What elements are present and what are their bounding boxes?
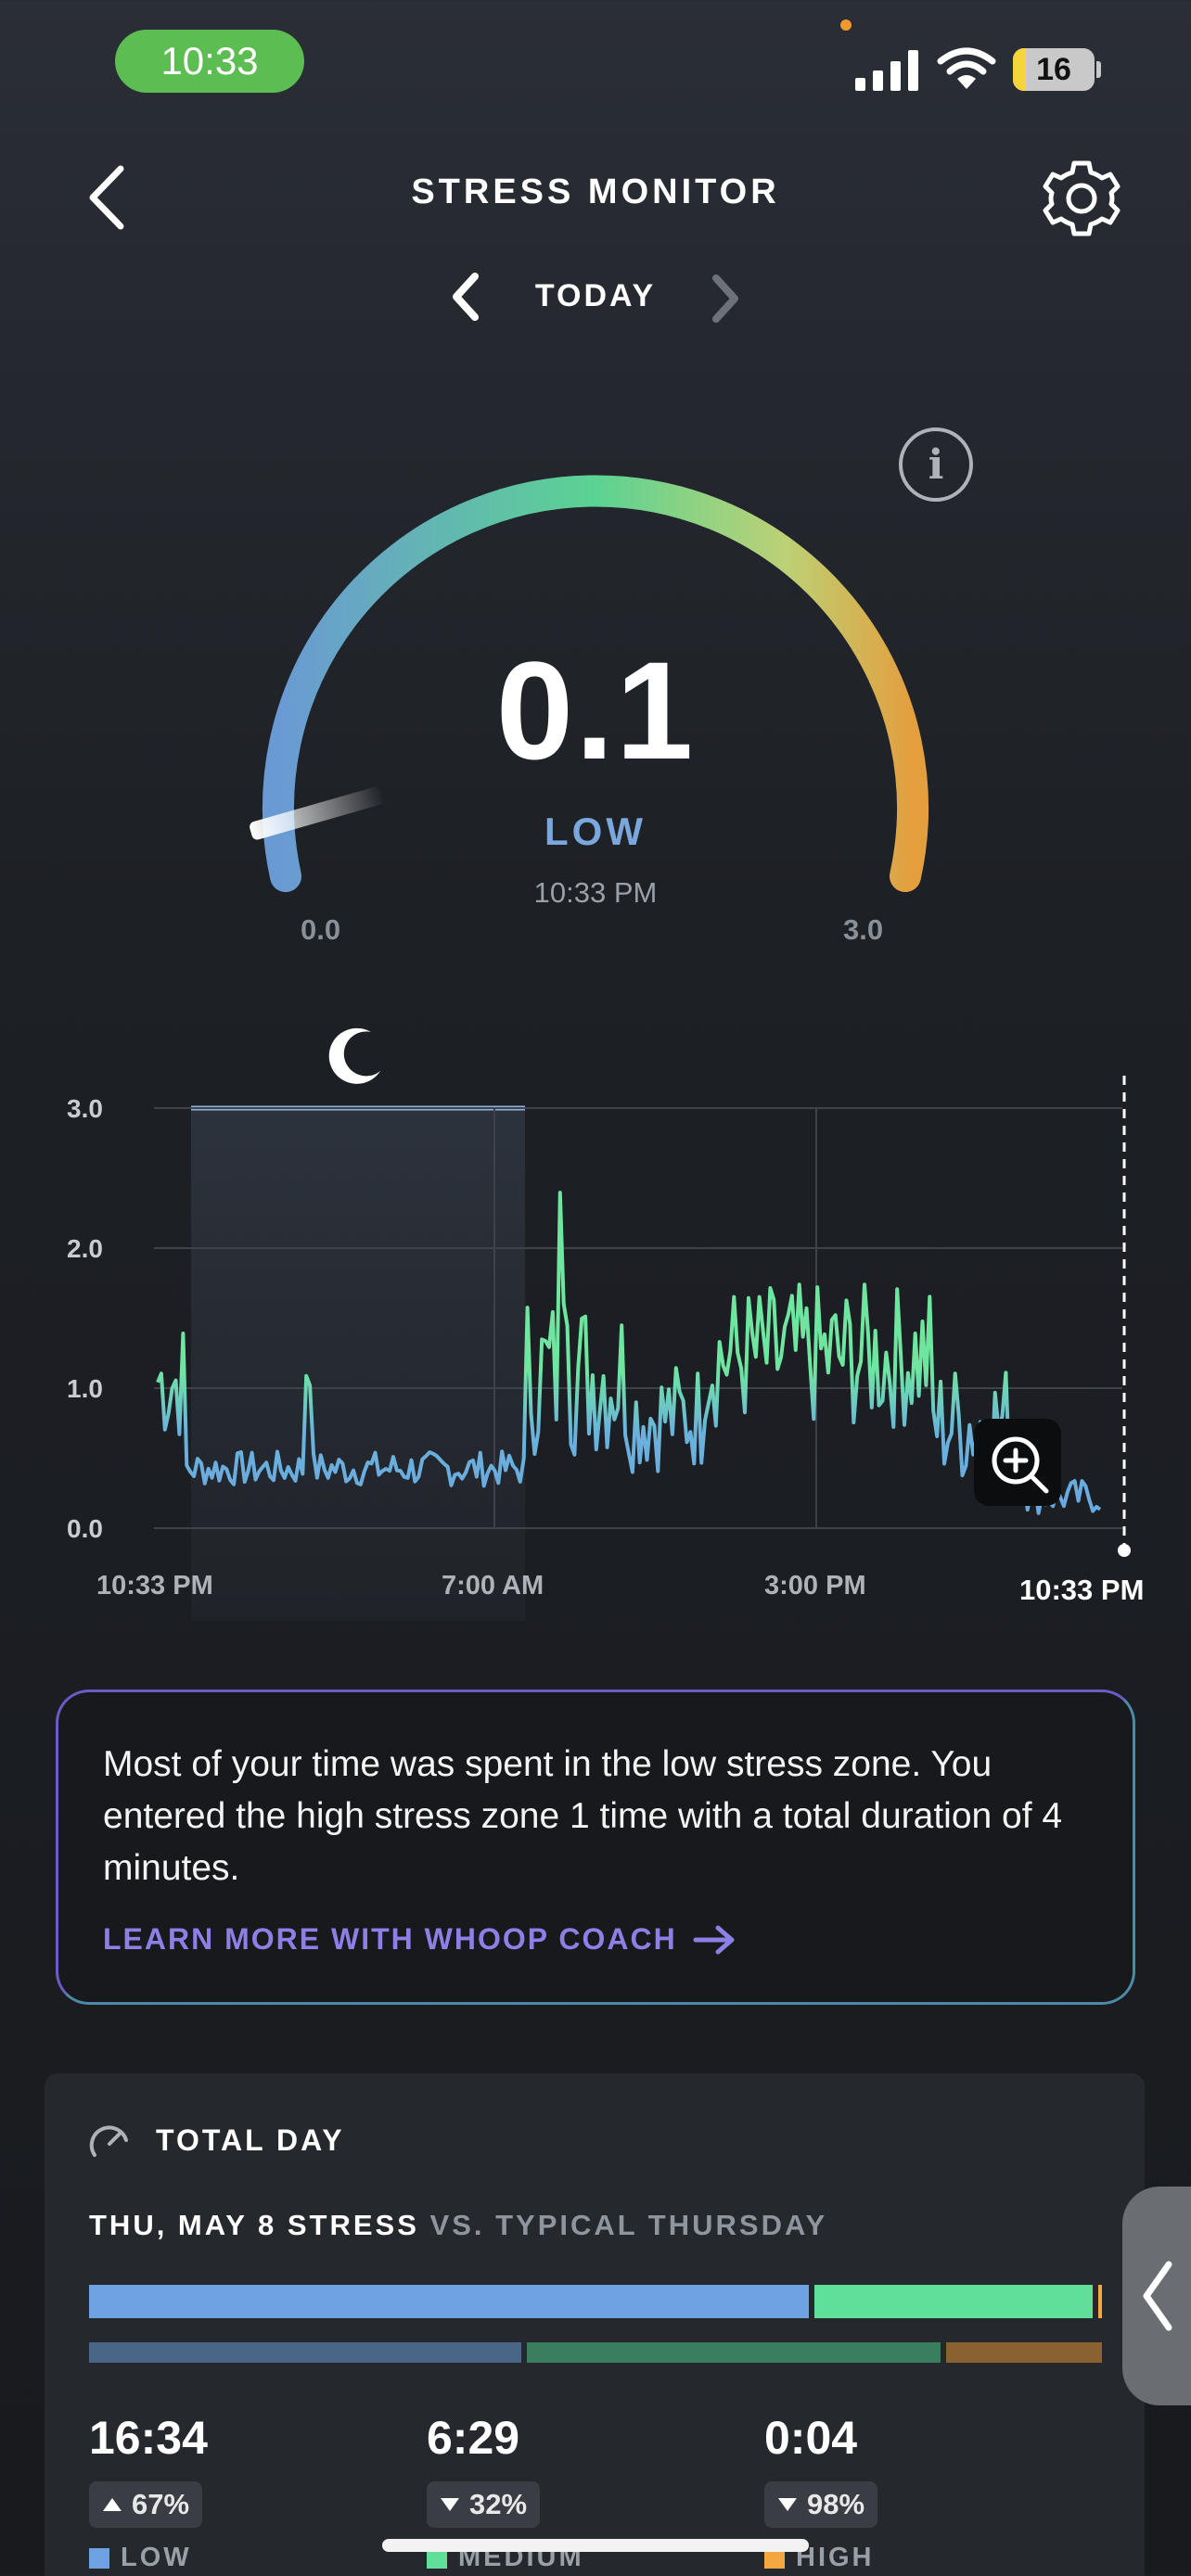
stress-timeline-chart[interactable]: [0, 1020, 1191, 1632]
battery-level: 16: [1036, 51, 1071, 87]
medium-duration: 6:29: [427, 2412, 520, 2464]
legend-swatch-medium: [427, 2547, 447, 2569]
total-day-title: TOTAL DAY: [156, 2123, 345, 2157]
low-duration: 16:34: [89, 2412, 208, 2464]
legend-swatch-low: [89, 2547, 109, 2569]
x-tick-label: 3:00 PM: [764, 1571, 866, 1600]
stress-timestamp: 10:33 PM: [533, 876, 658, 909]
arrow-right-icon: [693, 1925, 735, 1954]
typical-high-segment: [946, 2342, 1102, 2363]
svg-text:i: i: [928, 441, 944, 489]
typical-distribution-bar: [89, 2342, 1102, 2363]
stress-gauge: i: [250, 427, 973, 892]
today-high-segment: [1098, 2285, 1102, 2318]
high-delta-badge: 98%: [764, 2481, 878, 2528]
stress-value: 0.1: [495, 632, 696, 788]
y-tick-label: 2.0: [67, 1234, 103, 1263]
gauge-icon: [89, 2125, 128, 2157]
legend-swatch-high: [764, 2547, 785, 2569]
moon-icon: [328, 1027, 380, 1084]
zoom-in-icon: [992, 1436, 1049, 1494]
triangle-down-icon: [778, 2498, 797, 2511]
next-day-chevron-icon[interactable]: [709, 274, 740, 323]
coach-insight-card: Most of your time was spent in the low s…: [56, 1690, 1135, 2005]
y-tick-label: 1.0: [67, 1374, 103, 1403]
legend-low: LOW: [89, 2543, 192, 2573]
typical-medium-segment: [527, 2342, 941, 2363]
sleep-period: [191, 1108, 525, 1621]
stress-line: [156, 1191, 1102, 1515]
gauge-needle: [250, 786, 385, 840]
chevron-left-icon: [1143, 2261, 1172, 2331]
back-chevron-icon[interactable]: [85, 163, 126, 232]
y-tick-label: 3.0: [67, 1094, 103, 1123]
home-indicator[interactable]: [382, 2539, 809, 2552]
coach-message: Most of your time was spent in the low s…: [103, 1744, 1063, 1888]
y-tick-label: 0.0: [67, 1514, 103, 1543]
learn-more-label: LEARN MORE WITH WHOOP COACH: [103, 1922, 677, 1956]
low-delta-badge: 67%: [89, 2481, 203, 2528]
previous-day-chevron-icon[interactable]: [449, 273, 480, 321]
triangle-down-icon: [441, 2498, 459, 2511]
today-distribution-bar: [89, 2285, 1102, 2318]
x-tick-label: 7:00 AM: [442, 1571, 544, 1600]
x-tick-label-now: 10:33 PM: [1019, 1574, 1145, 1606]
page-title: STRESS MONITOR: [411, 172, 780, 211]
triangle-up-icon: [103, 2498, 122, 2511]
gauge-max-label: 3.0: [843, 913, 884, 946]
gauge-arc: [263, 475, 928, 892]
cellular-signal-icon: [855, 50, 918, 91]
info-icon: [899, 427, 973, 502]
side-drawer-tab[interactable]: [1122, 2187, 1191, 2405]
comparison-heading: THU, MAY 8 STRESS VS. TYPICAL THURSDAY: [89, 2209, 827, 2242]
gear-icon[interactable]: [1041, 158, 1122, 239]
today-medium-segment: [813, 2285, 1094, 2318]
learn-more-link[interactable]: LEARN MORE WITH WHOOP COACH: [103, 1922, 736, 1957]
comparison-current: THU, MAY 8 STRESS: [89, 2209, 419, 2241]
total-day-card: [45, 2073, 1145, 2576]
status-time: 10:33: [115, 30, 304, 93]
high-duration: 0:04: [764, 2412, 858, 2464]
typical-low-segment: [89, 2342, 521, 2363]
gridlines: [154, 1107, 1122, 1529]
gauge-min-label: 0.0: [301, 913, 341, 946]
today-low-segment: [89, 2285, 809, 2318]
wifi-icon: [937, 47, 996, 89]
privacy-indicator: [840, 19, 852, 31]
x-tick-label: 10:33 PM: [96, 1571, 213, 1600]
comparison-typical: VS. TYPICAL THURSDAY: [429, 2209, 828, 2241]
battery-icon: 16: [1013, 48, 1095, 91]
medium-delta-badge: 32%: [427, 2481, 541, 2528]
date-selector-label: TODAY: [534, 278, 657, 313]
stress-level: LOW: [544, 810, 647, 853]
